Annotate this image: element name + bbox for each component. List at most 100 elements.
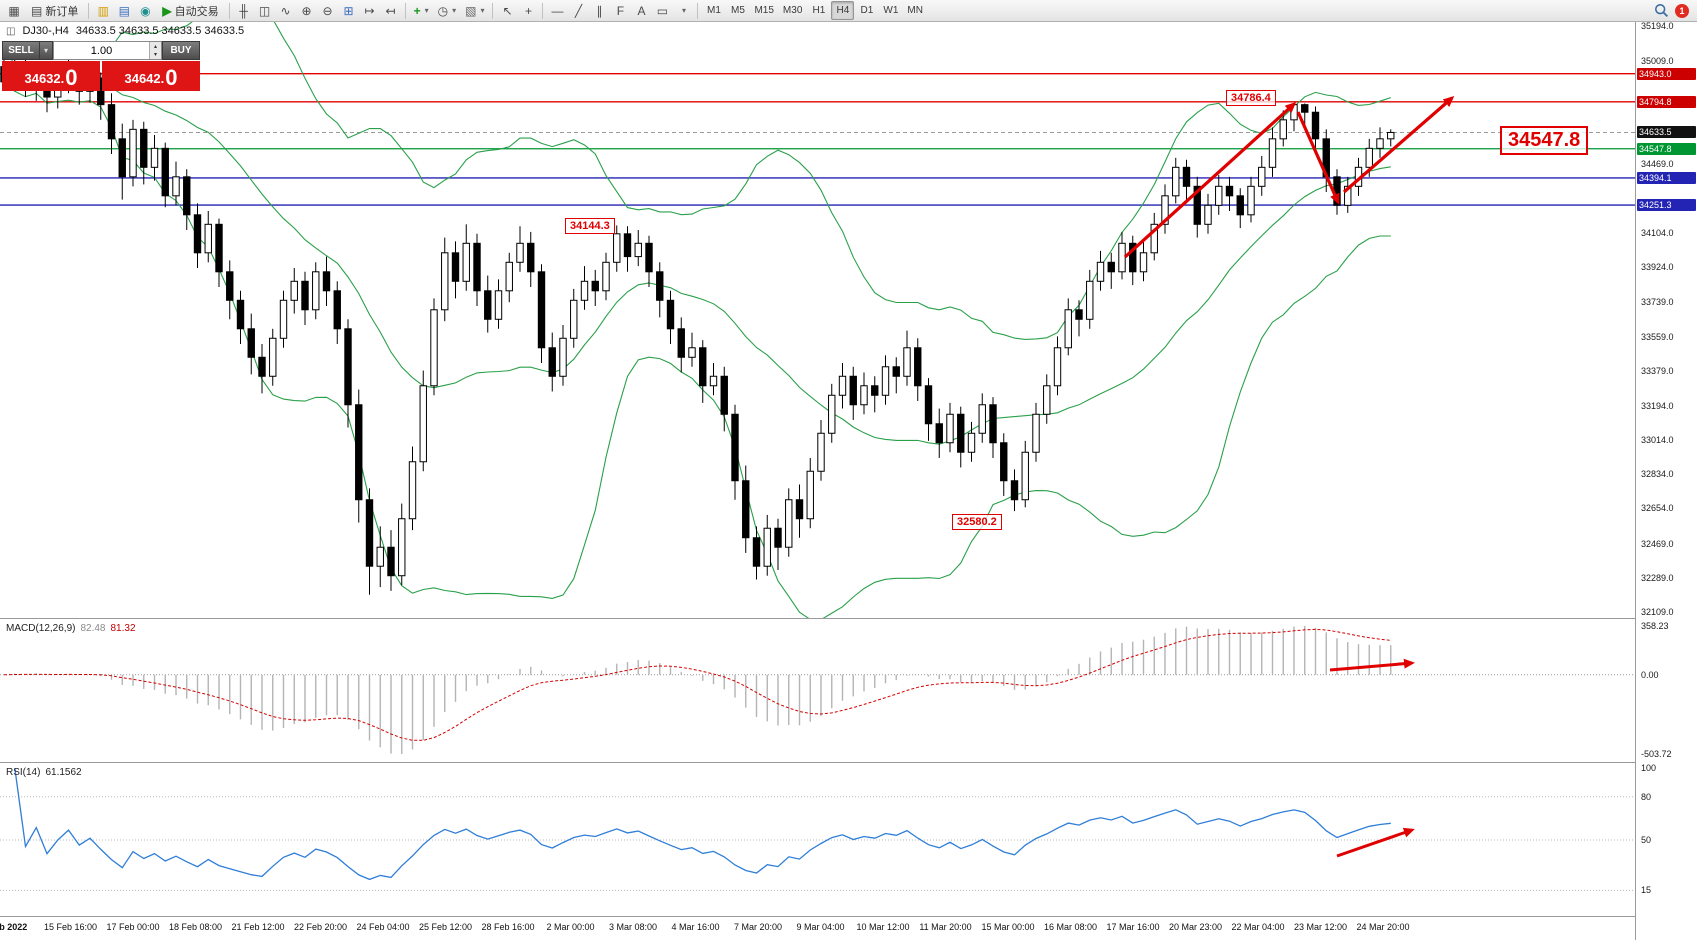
timeframe-mn[interactable]: MN — [907, 5, 923, 16]
market-watch-icon: ▥ — [97, 3, 110, 18]
periods-button[interactable]: ◷ ▾ — [434, 1, 461, 20]
timeframe-m1[interactable]: M1 — [707, 5, 721, 16]
rsi-value: 61.1562 — [45, 767, 82, 778]
autotrade-play-icon: ▶ — [162, 3, 172, 18]
zoom-in-button[interactable]: ⊕ — [297, 1, 317, 20]
chart-symbol-period: DJ30-,H4 — [22, 25, 69, 37]
price-scale-label: 32654.0 — [1641, 503, 1674, 514]
bar-chart-button[interactable]: ╫ — [234, 1, 254, 20]
timeframe-w1[interactable]: W1 — [883, 5, 899, 16]
volume-input[interactable] — [54, 42, 149, 59]
macd-panel-canvas[interactable] — [0, 620, 1635, 762]
autotrade-button[interactable]: ▶ 自动交易 — [156, 1, 224, 20]
timeframe-m30[interactable]: M30 — [782, 5, 803, 16]
horizontal-line-button[interactable]: ― — [547, 1, 567, 20]
buy-price-big-digit: 0 — [165, 65, 178, 90]
tile-windows-icon: ⊞ — [343, 3, 354, 18]
data-window-button[interactable]: ▤ — [114, 1, 134, 20]
toolbar-right-group: 1 — [1654, 3, 1693, 18]
market-watch-button[interactable]: ▥ — [93, 1, 113, 20]
line-chart-button[interactable]: ∿ — [276, 1, 296, 20]
autoscroll-button[interactable]: ↦ — [360, 1, 380, 20]
sell-button[interactable]: SELL — [2, 41, 40, 60]
time-axis[interactable]: Feb 2022 15 Feb 16:00 17 Feb 00:00 18 Feb 0… — [0, 917, 1635, 940]
macd-scale-label: 0.00 — [1641, 669, 1659, 680]
window-icon[interactable]: ▦ — [4, 1, 24, 20]
price-scale-label: 33559.0 — [1641, 331, 1674, 342]
crosshair-icon: + — [524, 3, 532, 18]
new-order-icon: ▤ — [31, 3, 43, 18]
timeframe-m5[interactable]: M5 — [731, 5, 745, 16]
templates-button[interactable]: ▧ ▾ — [461, 1, 488, 20]
volume-spinner: ▴ ▾ — [149, 42, 161, 59]
tile-windows-button[interactable]: ⊞ — [339, 1, 359, 20]
price-badge: 34794.8 — [1637, 95, 1696, 108]
macd-name: MACD(12,26,9) — [6, 623, 76, 634]
crosshair-button[interactable]: + — [518, 1, 538, 20]
trendline-button[interactable]: ╱ — [568, 1, 588, 20]
candlestick-icon: ◫ — [258, 3, 271, 18]
volume-spin-down[interactable]: ▾ — [150, 50, 161, 59]
candlestick-button[interactable]: ◫ — [255, 1, 275, 20]
text-tool-button[interactable]: A — [631, 1, 651, 20]
timeframe-h4[interactable]: H4 — [831, 1, 855, 20]
navigator-button[interactable]: ◉ — [135, 1, 155, 20]
timeframe-d1[interactable]: D1 — [860, 5, 874, 16]
trendline-icon: ╱ — [574, 3, 583, 18]
channel-button[interactable]: ∥ — [589, 1, 609, 20]
time-axis-label: 22 Mar 04:00 — [1231, 922, 1285, 932]
cursor-button[interactable]: ↖ — [497, 1, 517, 20]
chevron-down-icon: ▾ — [480, 6, 485, 15]
price-scale-label: 33379.0 — [1641, 365, 1674, 376]
toolbar: ▦ ▤ 新订单 ▥ ▤ ◉ ▶ 自动交易 ╫ ◫ ∿ ⊕ ⊖ ⊞ ↦ ↤ + ▾ … — [0, 0, 1697, 22]
rsi-name: RSI(14) — [6, 767, 41, 778]
label-tool-button[interactable]: ▭ — [652, 1, 672, 20]
line-chart-icon: ∿ — [280, 3, 291, 18]
chart-ohlc-quote: 34633.5 34633.5 34633.5 34633.5 — [75, 25, 245, 37]
time-axis-label: 16 Mar 08:00 — [1043, 922, 1098, 932]
chart-annotation-label[interactable]: 34786.4 — [1226, 90, 1276, 106]
time-axis-label: 23 Mar 12:00 — [1293, 922, 1348, 932]
chevron-down-icon: ▾ — [681, 6, 686, 15]
new-order-label: 新订单 — [45, 5, 79, 18]
price-scale-label: 33194.0 — [1641, 400, 1674, 411]
price-scale-label: 33924.0 — [1641, 262, 1674, 273]
time-axis-label: 17 Feb 00:00 — [106, 922, 160, 932]
volume-spin-up[interactable]: ▴ — [150, 42, 161, 51]
buy-button[interactable]: BUY — [162, 41, 200, 60]
timeframe-h1[interactable]: H1 — [812, 5, 826, 16]
label-tool-icon: ▭ — [656, 3, 669, 18]
main-chart-canvas[interactable] — [0, 22, 1635, 618]
buy-price-button[interactable]: 34642. 0 — [102, 61, 200, 91]
shapes-dropdown-button[interactable]: ▾ — [673, 1, 693, 20]
panel-separator[interactable] — [0, 762, 1697, 763]
panel-separator[interactable] — [0, 618, 1697, 619]
rsi-label: RSI(14) 61.1562 — [6, 767, 82, 778]
price-scale[interactable]: 35194.0 35009.0 34469.0 34104.0 33924.0 33739… — [1635, 21, 1697, 940]
macd-scale-label: 358.23 — [1641, 621, 1669, 631]
new-order-button[interactable]: ▤ 新订单 — [25, 1, 84, 20]
chart-annotation-label[interactable]: 34144.3 — [565, 218, 615, 234]
zoom-out-button[interactable]: ⊖ — [318, 1, 338, 20]
time-axis-label: 24 Mar 20:00 — [1356, 922, 1410, 932]
chart-annotation-label[interactable]: 34547.8 — [1500, 126, 1589, 155]
panel-separator[interactable] — [0, 916, 1697, 917]
fibonacci-button[interactable]: F — [610, 1, 630, 20]
chart-shift-button[interactable]: ↤ — [381, 1, 401, 20]
rsi-scale-label: 50 — [1641, 835, 1652, 845]
indicators-button[interactable]: + ▾ — [410, 1, 433, 20]
sell-dropdown[interactable]: ▾ — [40, 41, 53, 60]
horizontal-line-icon: ― — [551, 3, 564, 18]
sell-price-button[interactable]: 34632. 0 — [2, 61, 100, 91]
bar-chart-icon: ╫ — [239, 3, 248, 18]
rsi-panel-canvas[interactable] — [0, 764, 1635, 916]
navigator-icon: ◉ — [140, 3, 151, 18]
notification-badge[interactable]: 1 — [1675, 3, 1689, 18]
time-axis-label: 25 Feb 12:00 — [418, 922, 473, 932]
macd-scale-label: -503.72 — [1641, 749, 1672, 759]
chevron-down-icon: ▾ — [452, 6, 457, 15]
chart-annotation-label[interactable]: 32580.2 — [952, 514, 1002, 530]
timeframe-m15[interactable]: M15 — [754, 5, 774, 16]
search-icon[interactable] — [1654, 3, 1669, 18]
